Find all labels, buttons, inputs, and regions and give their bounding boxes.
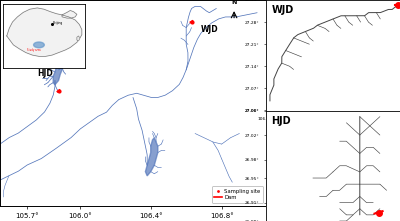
Text: WJD: WJD [200, 25, 218, 34]
Legend: Sampling site, Dam: Sampling site, Dam [212, 186, 263, 203]
Text: HJD: HJD [271, 116, 291, 126]
Text: N: N [231, 0, 237, 5]
Polygon shape [53, 53, 62, 85]
Text: HJD: HJD [37, 69, 53, 78]
Polygon shape [146, 138, 158, 176]
Text: WJD: WJD [271, 5, 294, 15]
